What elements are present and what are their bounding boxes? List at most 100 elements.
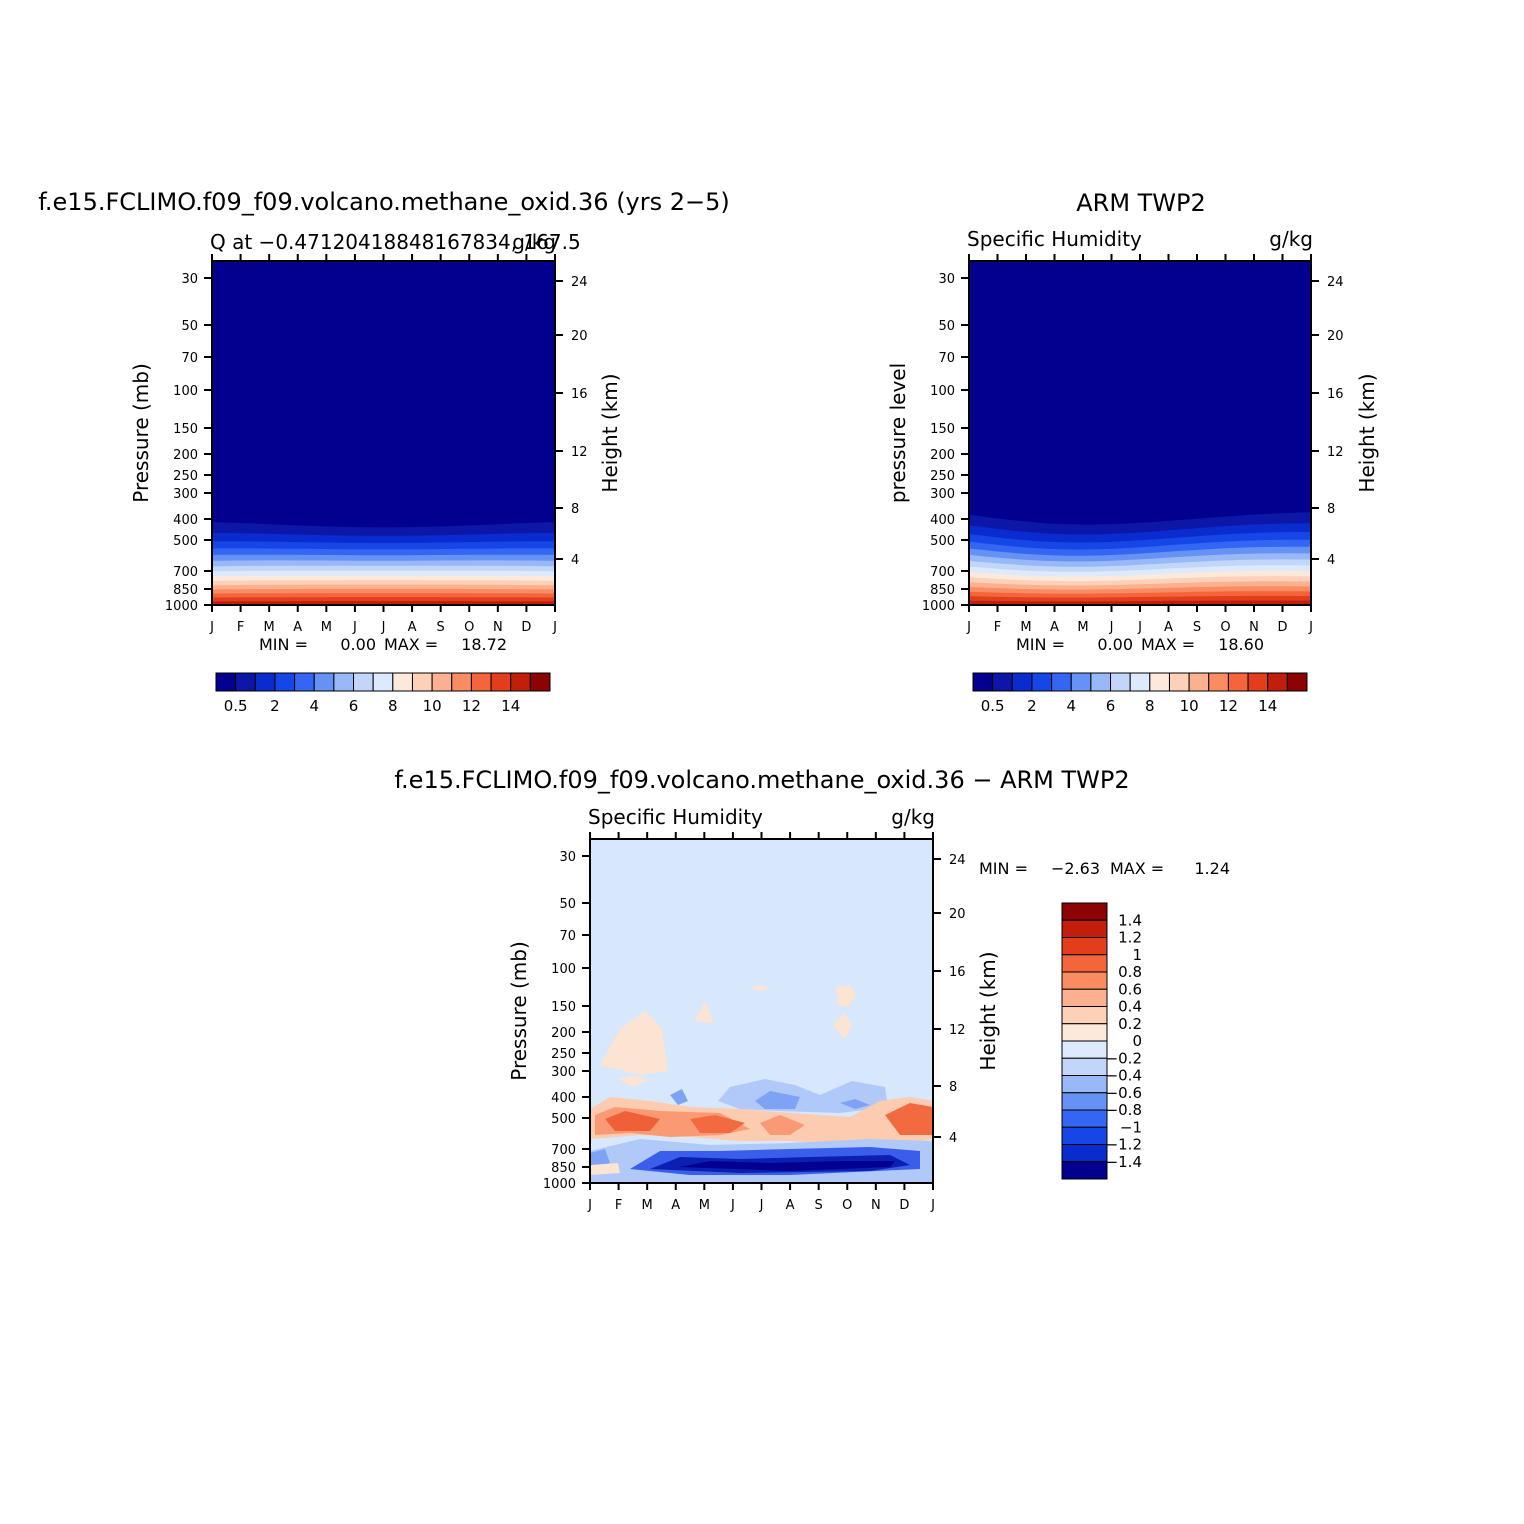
panel2-min-label: MIN =: [1016, 635, 1065, 654]
contour-blob: [680, 1161, 895, 1171]
x-tick-label: M: [699, 1198, 710, 1213]
x-tick-label: J: [552, 620, 557, 635]
colorbar-swatch: [1110, 672, 1131, 692]
x-tick-label: S: [815, 1198, 823, 1213]
colorbar-label: 0.6: [1118, 980, 1142, 998]
colorbar-swatch: [1149, 672, 1170, 692]
y-tick-label: 1000: [543, 1177, 576, 1192]
colorbar-swatch: [1061, 988, 1108, 1007]
x-tick-label: F: [237, 620, 244, 635]
colorbar-swatch: [1168, 672, 1190, 692]
y-tick-label: 500: [173, 534, 198, 549]
colorbar-swatch: [1061, 902, 1108, 921]
y-tick-label: 70: [938, 351, 955, 366]
contour-blob: [750, 985, 770, 991]
colorbar-label: 0.5: [224, 697, 248, 715]
x-tick-label: M: [264, 620, 275, 635]
y2-tick-label: 12: [949, 1023, 966, 1038]
x-tick-label: J: [1109, 620, 1114, 635]
panel1-subtitle-right: g/kg: [512, 230, 556, 254]
colorbar-label: 0.8: [1118, 963, 1142, 981]
y-tick-label: 850: [173, 583, 198, 598]
y-tick-label: 50: [181, 319, 198, 334]
contour-blob: [690, 1115, 745, 1133]
x-tick-label: J: [587, 1198, 592, 1213]
x-tick-label: J: [759, 1198, 764, 1213]
colorbar-swatch: [1129, 672, 1151, 692]
y-tick-label: 150: [930, 422, 955, 437]
colorbar-swatch: [1011, 672, 1033, 692]
y-tick-label: 70: [181, 351, 198, 366]
y-tick-label: 70: [559, 929, 576, 944]
y-tick-label: 30: [181, 272, 198, 287]
panel1-title: f.e15.FCLIMO.f09_f09.volcano.methane_oxi…: [38, 188, 730, 216]
contour-blob: [840, 1099, 870, 1109]
colorbar-swatch: [470, 672, 492, 692]
y-tick-label: 850: [551, 1161, 576, 1176]
y-tick-label: 50: [938, 319, 955, 334]
colorbar-swatch: [490, 672, 512, 692]
x-tick-label: M: [1020, 620, 1031, 635]
y-tick-label: 400: [551, 1091, 576, 1106]
colorbar-label: 2: [270, 697, 280, 715]
colorbar-swatch: [1227, 672, 1249, 692]
x-tick-label: S: [1193, 620, 1201, 635]
x-tick-label: F: [615, 1198, 622, 1213]
colorbar-swatch: [1061, 919, 1108, 938]
y-tick-label: 400: [173, 513, 198, 528]
panel2-subtitle-right: g/kg: [1269, 227, 1313, 251]
x-tick-label: N: [493, 620, 503, 635]
panel3-ylabel: Pressure (mb): [507, 941, 531, 1081]
panel3-y2label: Height (km): [976, 951, 1000, 1070]
y-tick-label: 700: [930, 565, 955, 580]
colorbar-swatch: [1247, 672, 1269, 692]
colorbar-swatch: [1061, 937, 1108, 956]
y2-tick-label: 8: [1327, 502, 1335, 517]
x-tick-label: S: [437, 620, 445, 635]
panel3-max-value: 1.24: [1194, 859, 1230, 878]
colorbar-label: 12: [1219, 697, 1238, 715]
y-tick-label: 200: [551, 1026, 576, 1041]
colorbar-swatch: [1286, 672, 1308, 692]
colorbar-swatch: [451, 672, 472, 692]
y-tick-label: 100: [173, 384, 198, 399]
y-tick-label: 150: [551, 1000, 576, 1015]
colorbar-swatch: [333, 672, 355, 692]
contour-blob: [605, 1111, 660, 1131]
colorbar-swatch: [992, 672, 1013, 692]
panel1-ylabel: Pressure (mb): [129, 363, 153, 503]
y2-tick-label: 24: [571, 275, 588, 290]
colorbar-swatch: [1070, 672, 1092, 692]
colorbar-swatch: [215, 672, 237, 692]
panel1-min-label: MIN =: [259, 635, 308, 654]
y-tick-label: 50: [559, 897, 576, 912]
y-tick-label: 850: [930, 583, 955, 598]
y2-tick-label: 4: [1327, 553, 1335, 568]
panel3-title: f.e15.FCLIMO.f09_f09.volcano.methane_oxi…: [394, 766, 1129, 794]
colorbar-swatch: [1188, 672, 1210, 692]
colorbar-label: −1: [1120, 1118, 1142, 1136]
y2-tick-label: 20: [949, 907, 966, 922]
colorbar-label: 14: [501, 697, 520, 715]
colorbar-label: 2: [1027, 697, 1037, 715]
colorbar-swatch: [1090, 672, 1112, 692]
y2-tick-label: 24: [1327, 275, 1344, 290]
panel3-subtitle-right: g/kg: [891, 805, 935, 829]
y2-tick-label: 8: [571, 502, 579, 517]
colorbar-swatch: [1061, 954, 1108, 973]
colorbar-label: 0.2: [1118, 1015, 1142, 1033]
x-tick-label: D: [1277, 620, 1287, 635]
panel-3: f.e15.FCLIMO.f09_f09.volcano.methane_oxi…: [394, 766, 1230, 1213]
contour-blob: [833, 1013, 852, 1039]
panel1-subtitle-left: Q at −0.47120418848167834, 167.5: [210, 230, 581, 254]
x-tick-label: N: [871, 1198, 881, 1213]
colorbar-label: 1.4: [1118, 911, 1142, 929]
colorbar-swatch: [392, 672, 413, 692]
colorbar-label: 4: [1066, 697, 1076, 715]
colorbar-swatch: [411, 672, 433, 692]
colorbar-label: 12: [462, 697, 481, 715]
x-tick-label: J: [209, 620, 214, 635]
x-tick-label: J: [381, 620, 386, 635]
panel1-contour-field: [212, 261, 555, 605]
x-tick-label: F: [994, 620, 1001, 635]
